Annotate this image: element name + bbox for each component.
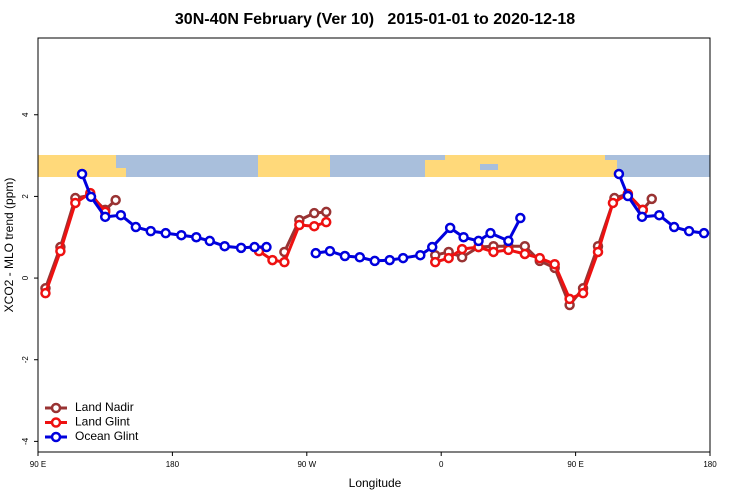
plot-frame: [37, 37, 711, 453]
data-point: [473, 235, 484, 247]
data-point: [653, 209, 665, 221]
legend-label: Land Glint: [75, 415, 130, 429]
data-point: [456, 243, 468, 255]
data-point: [99, 211, 111, 223]
data-point: [549, 258, 560, 270]
data-point: [415, 249, 426, 261]
data-point: [503, 235, 514, 247]
data-point: [354, 251, 366, 263]
data-point: [294, 219, 305, 231]
data-point: [309, 220, 320, 232]
legend-marker: [50, 417, 62, 428]
data-point: [110, 194, 121, 206]
map-strip: [38, 155, 710, 177]
x-axis-label: Longitude: [349, 476, 402, 490]
data-point: [458, 231, 469, 243]
data-point: [456, 251, 468, 263]
data-point: [384, 254, 395, 266]
y-axis-label: XCO2 - MLO trend (ppm): [2, 178, 16, 313]
data-point: [310, 247, 322, 259]
data-point: [324, 245, 336, 257]
data-point: [592, 246, 604, 258]
data-point: [70, 197, 81, 209]
data-point: [235, 242, 247, 254]
data-point: [249, 241, 260, 253]
data-point: [534, 252, 546, 264]
data-point: [191, 231, 202, 243]
data-point: [519, 248, 531, 260]
data-point: [369, 255, 380, 267]
data-point: [309, 207, 320, 219]
data-point: [444, 222, 456, 234]
data-point: [426, 241, 438, 253]
data-point: [397, 252, 409, 264]
y-tick-label: 0: [21, 275, 30, 280]
chart-title: 30N-40N February (Ver 10) 2015-01-01 to …: [175, 11, 575, 28]
data-point: [636, 211, 648, 223]
data-point: [176, 229, 187, 241]
data-point: [683, 225, 695, 237]
data-point: [668, 221, 680, 233]
x-tick-label: 0: [439, 460, 444, 469]
data-point: [577, 287, 589, 299]
x-tick-label: 90 E: [567, 460, 583, 469]
data-point: [160, 227, 171, 239]
data-point: [55, 245, 66, 257]
land-patch: [258, 155, 330, 177]
data-point: [607, 197, 619, 209]
data-point: [613, 168, 625, 180]
data-point: [261, 241, 272, 253]
data-point: [145, 225, 156, 237]
data-point: [646, 193, 658, 205]
land-patch: [38, 155, 116, 177]
data-point: [429, 256, 441, 268]
y-tick-label: -4: [21, 437, 30, 445]
legend-marker: [50, 431, 62, 443]
data-point: [219, 240, 230, 252]
x-tick-label: 180: [166, 460, 180, 469]
x-tick-label: 90 E: [30, 460, 46, 469]
legend-label: Land Nadir: [75, 400, 134, 414]
data-point: [339, 250, 351, 262]
y-tick-label: 4: [21, 112, 30, 117]
data-point: [443, 252, 454, 264]
data-point: [515, 212, 526, 224]
data-point: [115, 209, 127, 221]
data-point: [320, 216, 332, 228]
legend-marker: [50, 402, 62, 414]
land-patch: [425, 160, 445, 177]
y-tick-label: 2: [21, 194, 30, 199]
data-point: [130, 221, 142, 233]
data-point: [40, 287, 51, 299]
data-point: [76, 168, 88, 180]
y-tick-label: -2: [21, 356, 30, 364]
data-point: [698, 227, 710, 239]
legend-label: Ocean Glint: [75, 429, 139, 443]
data-point: [564, 293, 575, 305]
data-point: [622, 190, 634, 202]
x-tick-label: 90 W: [297, 460, 316, 469]
sea-patch: [480, 164, 498, 170]
data-point: [320, 206, 332, 218]
data-point: [503, 244, 514, 256]
data-point: [279, 256, 290, 268]
data-point: [485, 227, 496, 239]
land-patch: [116, 168, 126, 177]
data-point: [85, 191, 97, 203]
data-point: [204, 235, 215, 247]
data-point: [267, 254, 278, 266]
data-point: [488, 246, 499, 258]
x-tick-label: 180: [703, 460, 717, 469]
land-patch: [445, 155, 605, 177]
